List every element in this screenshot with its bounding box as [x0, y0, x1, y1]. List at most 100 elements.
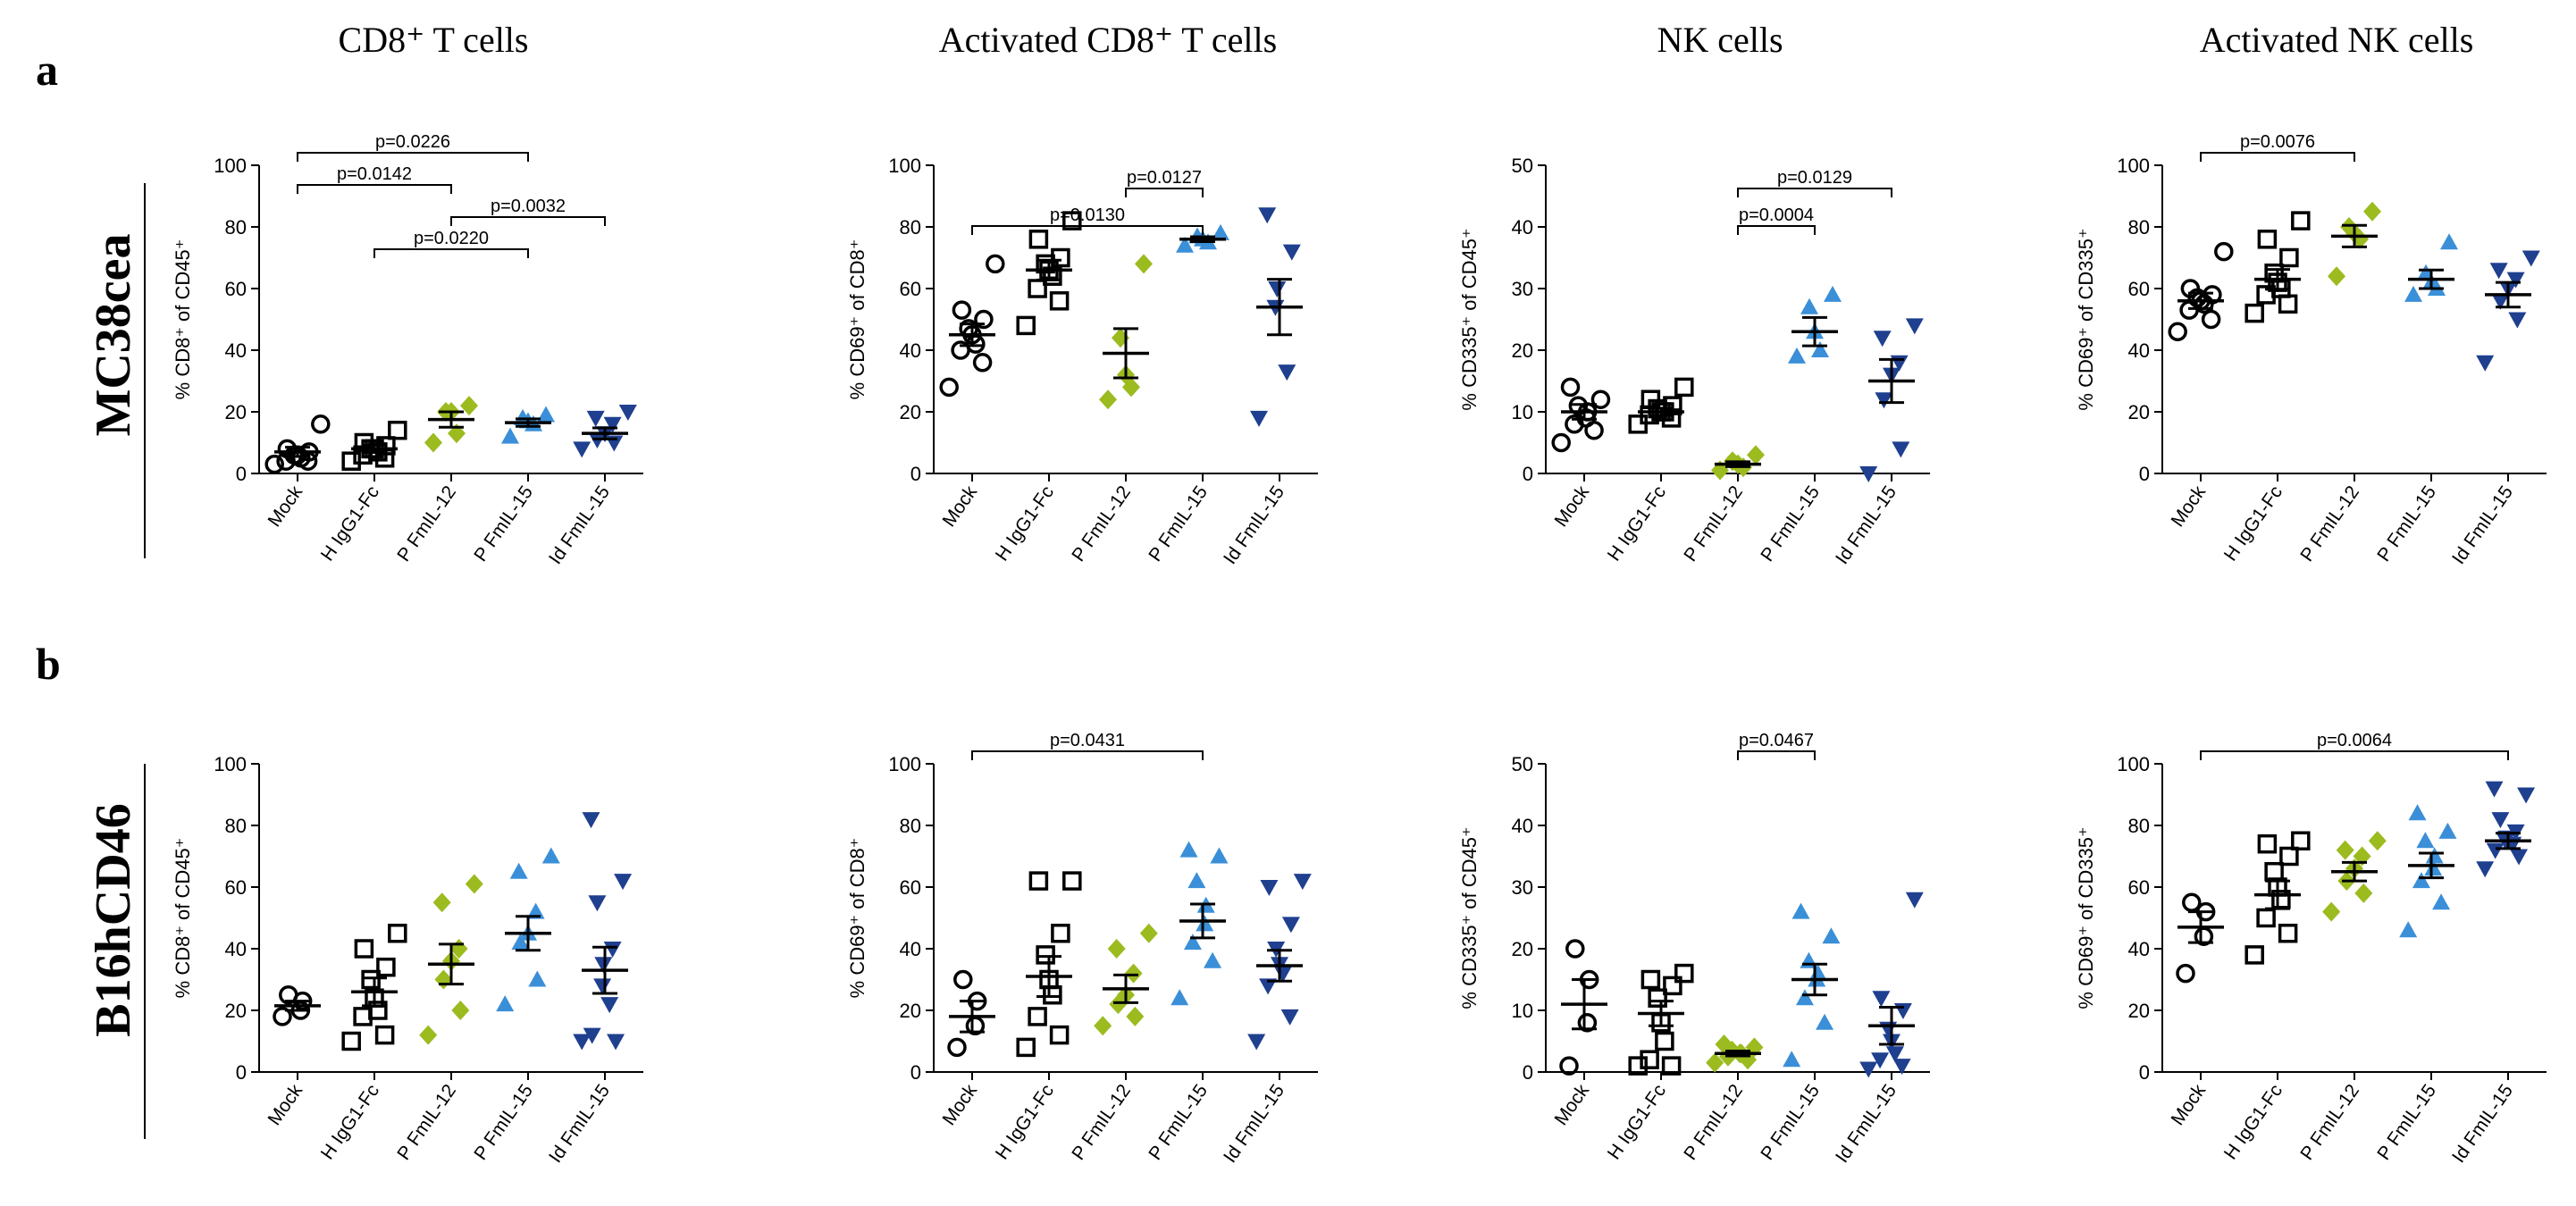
chart-1-3-point-id-fmil-15: [2476, 861, 2495, 878]
chart-1-0-point-h-igg1-fc: [376, 957, 396, 977]
chart-0-0-point-p-fmil-12: [424, 432, 442, 453]
chart-0-1-point-id-fmil-15: [1282, 244, 1301, 261]
chart-0-1-significance-label: p=0.0127: [1127, 168, 1202, 188]
chart-0-0-x-tick-label-h-igg1-fc: H IgG1-Fc: [317, 482, 383, 565]
chart-0-2-point-id-fmil-15: [1905, 318, 1924, 335]
chart-1-2-point-h-igg1-fc: [1674, 963, 1694, 984]
chart-1-0-point-h-igg1-fc: [388, 924, 407, 943]
chart-1-0-point-p-fmil-12: [465, 874, 483, 894]
chart-0-1-series-mock: [939, 254, 1005, 398]
chart-1-1-x-tick-label-p-fmil-12: P FmIL-12: [1068, 1081, 1135, 1164]
chart-1-0-y-tick-label: 0: [236, 1061, 247, 1084]
chart-0-3-significance-label: p=0.0076: [2240, 132, 2315, 152]
chart-1-1-point-p-fmil-15: [1187, 872, 1206, 889]
chart-0-1-point-mock: [939, 377, 959, 398]
chart-0-0-point-h-igg1-fc: [388, 420, 407, 440]
chart-1-0-x-tick-label-mock: Mock: [264, 1080, 306, 1129]
chart-1-1-series-p-fmil-12: [1094, 923, 1158, 1036]
chart-0-3-y-tick-label: 20: [2128, 401, 2150, 423]
chart-1-3-point-id-fmil-15: [2517, 787, 2536, 804]
chart-1-0-x-tick-label-h-igg1-fc: H IgG1-Fc: [317, 1081, 383, 1164]
chart-1-1-point-p-fmil-12: [1139, 923, 1158, 943]
chart-0-1-point-mock: [974, 309, 994, 330]
chart-1-2-point-id-fmil-15: [1892, 1059, 1911, 1076]
chart-0-2-point-p-fmil-12: [1747, 445, 1765, 465]
chart-0-0-x-tick-label-id-fmil-15: Id FmIL-15: [545, 482, 614, 568]
chart-1-1-point-h-igg1-fc: [1028, 871, 1049, 891]
chart-0-2-x-tick-label-h-igg1-fc: H IgG1-Fc: [1604, 482, 1670, 565]
chart-0-2-series-id-fmil-15: [1859, 318, 1924, 482]
chart-1-1-y-tick-label: 40: [900, 938, 921, 960]
chart-1-1-significance-label: p=0.0431: [1050, 731, 1125, 750]
chart-1-1-x-tick-label-mock: Mock: [938, 1080, 981, 1129]
chart-1-1-point-p-fmil-15: [1183, 934, 1202, 951]
chart-0-2-y-tick-label: 20: [1512, 339, 1533, 362]
chart-1-3-significance-bracket: [2200, 750, 2509, 760]
chart-1-1-point-id-fmil-15: [1260, 880, 1279, 896]
chart-1-3-series-mock: [2176, 892, 2224, 984]
chart-1-2-point-h-igg1-fc: [1655, 1031, 1674, 1051]
chart-0-1-point-id-fmil-15: [1258, 207, 1277, 224]
chart-0-3-x-tick-label-mock: Mock: [2167, 482, 2210, 531]
chart-1-3-x-tick-label-h-igg1-fc: H IgG1-Fc: [2220, 1081, 2287, 1164]
chart-0-1-significance-label: p=0.0130: [1050, 205, 1125, 225]
chart-0-3-series-p-fmil-15: [2404, 233, 2458, 302]
chart-0-3-y-label: % CD69⁺ of CD335⁺: [2075, 228, 2097, 410]
chart-0-3-y-tick-label: 80: [2128, 216, 2150, 239]
chart-1-0-point-p-fmil-15: [509, 862, 528, 879]
chart-1-1-point-p-fmil-15: [1196, 915, 1214, 932]
chart-0-1-point-h-igg1-fc: [1049, 291, 1070, 311]
chart-1-3-point-mock: [2176, 963, 2195, 984]
chart-1-2-point-id-fmil-15: [1859, 1061, 1878, 1078]
chart-1-0-y-tick-label: 100: [214, 753, 247, 775]
chart-1-3-point-p-fmil-15: [2438, 822, 2457, 839]
chart-1-2-x-tick-label-id-fmil-15: Id FmIL-15: [1832, 1081, 1901, 1167]
chart-1-3-point-p-fmil-12: [2336, 840, 2354, 860]
chart-0-0-y-tick-label: 80: [225, 216, 247, 239]
chart-0-1-point-h-igg1-fc: [1016, 315, 1036, 336]
row-label-b16hcd46: B16hCD46: [86, 803, 141, 1036]
chart-0-1-x-tick-label-p-fmil-15: P FmIL-15: [1145, 482, 1212, 565]
chart-1-0-series-id-fmil-15: [573, 812, 633, 1051]
chart-1-1-point-p-fmil-12: [1107, 939, 1126, 959]
chart-1-0-point-id-fmil-15: [600, 997, 619, 1014]
chart-0-0: CD8⁺ T cells 0 20 40 60 80 100 % CD8⁺ of CD45⁺ M…: [172, 20, 643, 568]
chart-1-1-point-h-igg1-fc: [1062, 871, 1082, 891]
chart-1-2-y-tick-label: 30: [1512, 876, 1533, 899]
chart-1-3-x-tick-label-p-fmil-12: P FmIL-12: [2296, 1081, 2363, 1164]
chart-0-0-x-tick-label-p-fmil-12: P FmIL-12: [393, 482, 460, 565]
chart-1-0-point-id-fmil-15: [573, 1034, 592, 1051]
chart-0-2-point-mock: [1590, 389, 1611, 409]
chart-0-1-point-id-fmil-15: [1268, 281, 1287, 297]
chart-0-1-point-p-fmil-15: [1176, 236, 1194, 253]
chart-0-3-title: Activated NK cells: [2200, 20, 2474, 60]
chart-0-1-x-tick-label-id-fmil-15: Id FmIL-15: [1220, 482, 1288, 568]
chart-0-3-point-p-fmil-15: [2404, 285, 2422, 302]
chart-1-0-y-tick-label: 60: [225, 876, 247, 899]
chart-0-2-point-mock: [1551, 432, 1571, 453]
chart-1-2-point-h-igg1-fc: [1663, 976, 1682, 996]
chart-0-3-point-id-fmil-15: [2506, 272, 2525, 289]
chart-1-3-x-tick-label-id-fmil-15: Id FmIL-15: [2448, 1081, 2517, 1167]
chart-1-3-point-h-igg1-fc: [2279, 846, 2299, 867]
panel-label-a: a: [36, 45, 58, 95]
chart-1-1: 0 20 40 60 80 100 % CD69⁺ of CD8⁺ Mock H IgG1-Fc…: [846, 731, 1318, 1167]
chart-1-1-point-id-fmil-15: [1247, 1034, 1266, 1051]
chart-1-3-point-h-igg1-fc: [2256, 908, 2276, 928]
chart-0-2-x-tick-label-id-fmil-15: Id FmIL-15: [1832, 482, 1901, 568]
chart-0-2-point-p-fmil-15: [1811, 341, 1829, 357]
panel-label-b: b: [36, 639, 61, 689]
chart-1-3: 0 20 40 60 80 100 % CD69⁺ of CD335⁺ Mock H IgG1-…: [2075, 731, 2547, 1167]
chart-0-0-series-p-fmil-12: [424, 396, 478, 453]
chart-1-0-point-h-igg1-fc: [361, 969, 381, 990]
chart-0-3-point-mock: [2214, 241, 2234, 262]
chart-1-3-series-p-fmil-12: [2322, 831, 2387, 922]
chart-1-2-point-id-fmil-15: [1885, 1046, 1904, 1063]
chart-0-3-x-tick-label-p-fmil-12: P FmIL-12: [2296, 482, 2363, 565]
chart-1-0-point-id-fmil-15: [588, 895, 607, 912]
chart-0-3-series-mock: [2168, 241, 2234, 342]
chart-0-2-x-tick-label-mock: Mock: [1550, 482, 1593, 531]
chart-0-2-series-p-fmil-12: [1711, 445, 1765, 481]
chart-0-0-significance-label: p=0.0032: [491, 197, 566, 216]
